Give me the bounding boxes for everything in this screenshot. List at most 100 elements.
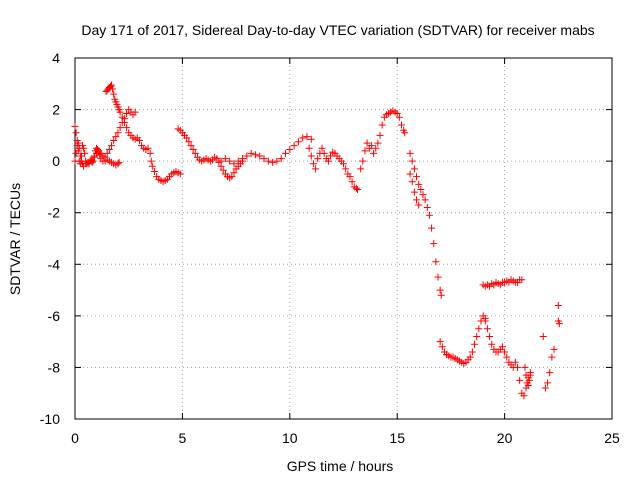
data-point [430, 240, 438, 248]
data-point [473, 332, 481, 340]
data-point [123, 109, 131, 117]
plot-border [74, 57, 613, 420]
series-trace-o [521, 363, 534, 389]
data-point [525, 376, 533, 384]
data-point [120, 118, 128, 126]
data-point [103, 149, 111, 157]
data-point [524, 381, 532, 389]
data-point [361, 147, 369, 155]
data-point [555, 320, 563, 328]
data-point [112, 133, 120, 141]
data-point [511, 358, 519, 366]
data-point [303, 133, 311, 141]
data-point [401, 129, 409, 137]
data-point [110, 90, 118, 98]
data-point [393, 109, 401, 117]
data-point [436, 338, 444, 346]
data-point [378, 121, 386, 129]
data-point [108, 142, 116, 150]
series-trace-d [102, 81, 154, 157]
data-point [413, 196, 421, 204]
data-point [546, 369, 554, 377]
data-point [415, 201, 423, 209]
data-point [251, 151, 259, 159]
data-point [432, 258, 440, 266]
data-point [468, 348, 476, 356]
data-point [269, 158, 277, 166]
data-point [147, 157, 155, 165]
series-trace-b [71, 139, 90, 170]
y-axis-label: SDTVAR / TECUs [7, 183, 23, 295]
data-point [363, 139, 371, 147]
data-point [131, 108, 139, 116]
data-point [230, 169, 238, 177]
data-point [189, 146, 197, 154]
data-point [176, 170, 184, 178]
data-point [434, 273, 442, 281]
data-point [372, 144, 380, 152]
data-point [501, 348, 509, 356]
y-tick-label: 4 [52, 50, 60, 66]
series-trace-p [539, 332, 558, 392]
data-point [221, 155, 229, 163]
data-point [144, 144, 152, 152]
data-point [243, 152, 251, 160]
data-point [191, 149, 199, 157]
data-point [327, 152, 335, 160]
data-point [123, 124, 131, 132]
series-trace-f [174, 125, 247, 182]
data-point [108, 81, 116, 89]
data-point [481, 317, 489, 325]
data-point [90, 153, 98, 161]
data-point [96, 151, 104, 159]
data-point [273, 157, 281, 165]
data-point [415, 180, 423, 188]
data-point [423, 204, 431, 212]
y-tick-label: -6 [48, 308, 61, 324]
data-point [299, 134, 307, 142]
data-point [213, 155, 221, 163]
data-point [352, 184, 360, 192]
data-point [187, 142, 195, 150]
data-point [428, 224, 436, 232]
data-point [74, 139, 82, 147]
data-point [348, 178, 356, 186]
data-point [342, 165, 350, 173]
data-point [217, 157, 225, 165]
data-point [518, 276, 526, 284]
data-point [114, 129, 122, 137]
data-point [370, 149, 378, 157]
data-point [436, 286, 444, 294]
x-tick-label: 15 [389, 430, 405, 446]
data-point [256, 152, 264, 160]
data-point [116, 108, 124, 116]
data-point [346, 173, 354, 181]
data-point [228, 173, 236, 181]
data-point [320, 149, 328, 157]
data-point [76, 152, 84, 160]
data-point [550, 345, 558, 353]
data-point [541, 384, 549, 392]
plot-frame [74, 57, 613, 420]
data-point [75, 144, 83, 152]
series-trace-j [406, 149, 445, 299]
data-point [413, 173, 421, 181]
data-point [118, 113, 126, 121]
data-point [286, 146, 294, 154]
data-point [483, 325, 491, 333]
data-point [264, 157, 272, 165]
data-point [516, 376, 524, 384]
x-tick-label: 0 [71, 430, 79, 446]
data-point [513, 363, 521, 371]
data-point [544, 379, 552, 387]
data-point [488, 340, 496, 348]
y-tick-label: -8 [48, 359, 61, 375]
data-point [230, 160, 238, 168]
y-tick-label: 0 [52, 153, 60, 169]
series-trace-h [305, 144, 361, 194]
data-point [520, 392, 528, 400]
data-point [406, 149, 414, 157]
data-point [234, 157, 242, 165]
